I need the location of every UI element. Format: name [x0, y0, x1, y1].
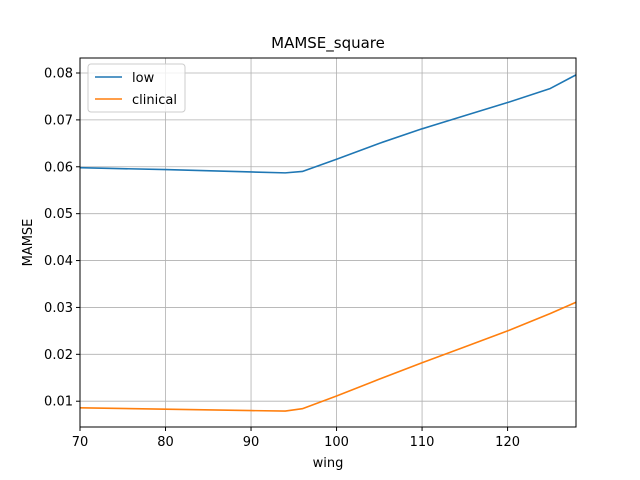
y-axis-label: MAMSE — [21, 219, 36, 267]
x-tick-label: 70 — [72, 435, 89, 450]
x-tick-label: 120 — [495, 435, 520, 450]
legend-label-clinical: clinical — [132, 93, 177, 108]
y-tick-label: 0.04 — [44, 254, 73, 269]
y-tick-label: 0.01 — [44, 395, 73, 410]
y-axis-ticks: 0.01 0.02 0.03 0.04 0.05 0.06 0.07 0.08 — [44, 67, 80, 410]
series-line-low — [79, 74, 577, 174]
x-tick-label: 110 — [410, 435, 435, 450]
x-axis-label: wing — [313, 456, 344, 471]
x-tick-label: 80 — [157, 435, 174, 450]
legend-label-low: low — [132, 71, 155, 86]
x-tick-label: 90 — [243, 435, 260, 450]
series-line-clinical — [79, 301, 577, 412]
y-tick-label: 0.08 — [44, 67, 73, 82]
x-tick-label: 100 — [324, 435, 349, 450]
legend-box — [87, 63, 186, 113]
y-tick-label: 0.07 — [44, 113, 73, 128]
grid — [79, 58, 576, 427]
y-tick-label: 0.03 — [44, 301, 73, 316]
plot-frame — [79, 57, 577, 428]
chart-title: MAMSE_square — [271, 34, 385, 53]
y-tick-label: 0.06 — [44, 160, 73, 175]
legend: low clinical — [87, 63, 186, 113]
x-axis-ticks: 70 80 90 100 110 120 — [72, 427, 520, 450]
series-group — [79, 74, 577, 412]
y-tick-label: 0.05 — [44, 207, 73, 222]
y-tick-label: 0.02 — [44, 348, 73, 363]
